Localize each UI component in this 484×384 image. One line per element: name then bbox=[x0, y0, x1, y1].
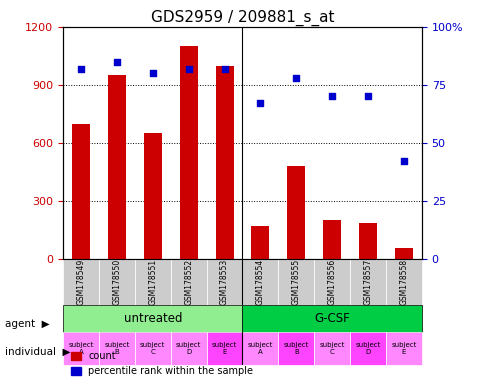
FancyBboxPatch shape bbox=[278, 332, 314, 365]
Point bbox=[184, 66, 192, 72]
Text: GSM178549: GSM178549 bbox=[76, 259, 85, 305]
Text: subject
D: subject D bbox=[176, 342, 201, 355]
FancyBboxPatch shape bbox=[349, 332, 385, 365]
Text: GSM178550: GSM178550 bbox=[112, 259, 121, 305]
Text: GSM178552: GSM178552 bbox=[184, 259, 193, 305]
Text: subject
A: subject A bbox=[68, 342, 93, 355]
FancyBboxPatch shape bbox=[314, 332, 349, 365]
FancyBboxPatch shape bbox=[242, 259, 278, 305]
Text: subject
A: subject A bbox=[247, 342, 272, 355]
Point bbox=[77, 66, 85, 72]
Text: subject
C: subject C bbox=[319, 342, 344, 355]
FancyBboxPatch shape bbox=[314, 259, 349, 305]
Point bbox=[399, 158, 407, 164]
Text: GSM178555: GSM178555 bbox=[291, 259, 300, 305]
FancyBboxPatch shape bbox=[135, 332, 170, 365]
Bar bbox=[287, 166, 305, 259]
Text: subject
B: subject B bbox=[104, 342, 129, 355]
Legend: count, percentile rank within the sample: count, percentile rank within the sample bbox=[68, 348, 256, 379]
Point bbox=[292, 75, 300, 81]
FancyBboxPatch shape bbox=[63, 305, 242, 332]
Title: GDS2959 / 209881_s_at: GDS2959 / 209881_s_at bbox=[151, 9, 333, 25]
Text: subject
E: subject E bbox=[212, 342, 237, 355]
FancyBboxPatch shape bbox=[63, 332, 99, 365]
Text: subject
B: subject B bbox=[283, 342, 308, 355]
Text: agent  ▶: agent ▶ bbox=[5, 319, 49, 329]
FancyBboxPatch shape bbox=[278, 259, 314, 305]
FancyBboxPatch shape bbox=[242, 332, 278, 365]
Text: GSM178554: GSM178554 bbox=[256, 259, 264, 305]
Text: subject
C: subject C bbox=[140, 342, 165, 355]
Bar bbox=[394, 248, 412, 259]
Text: GSM178556: GSM178556 bbox=[327, 259, 336, 305]
Text: G-CSF: G-CSF bbox=[314, 312, 349, 325]
Point bbox=[149, 70, 156, 76]
FancyBboxPatch shape bbox=[63, 259, 99, 305]
Text: subject
D: subject D bbox=[355, 342, 380, 355]
Bar bbox=[215, 66, 233, 259]
FancyBboxPatch shape bbox=[170, 259, 206, 305]
FancyBboxPatch shape bbox=[385, 259, 421, 305]
Bar bbox=[251, 226, 269, 259]
FancyBboxPatch shape bbox=[385, 332, 421, 365]
Point bbox=[256, 100, 264, 106]
FancyBboxPatch shape bbox=[170, 332, 206, 365]
Text: GSM178557: GSM178557 bbox=[363, 259, 372, 305]
Point bbox=[328, 93, 335, 99]
Text: GSM178551: GSM178551 bbox=[148, 259, 157, 305]
Bar bbox=[72, 124, 90, 259]
Bar bbox=[143, 133, 161, 259]
Bar bbox=[358, 223, 376, 259]
Text: untreated: untreated bbox=[123, 312, 182, 325]
Text: GSM178553: GSM178553 bbox=[220, 259, 228, 305]
FancyBboxPatch shape bbox=[349, 259, 385, 305]
Text: subject
E: subject E bbox=[391, 342, 416, 355]
Text: GSM178558: GSM178558 bbox=[399, 259, 408, 305]
Bar bbox=[107, 75, 125, 259]
Bar bbox=[179, 46, 197, 259]
Bar bbox=[322, 220, 340, 259]
FancyBboxPatch shape bbox=[99, 259, 135, 305]
Point bbox=[363, 93, 371, 99]
Point bbox=[113, 59, 121, 65]
FancyBboxPatch shape bbox=[135, 259, 170, 305]
FancyBboxPatch shape bbox=[99, 332, 135, 365]
FancyBboxPatch shape bbox=[206, 259, 242, 305]
Point bbox=[220, 66, 228, 72]
Text: individual  ▶: individual ▶ bbox=[5, 346, 70, 356]
FancyBboxPatch shape bbox=[206, 332, 242, 365]
FancyBboxPatch shape bbox=[242, 305, 421, 332]
